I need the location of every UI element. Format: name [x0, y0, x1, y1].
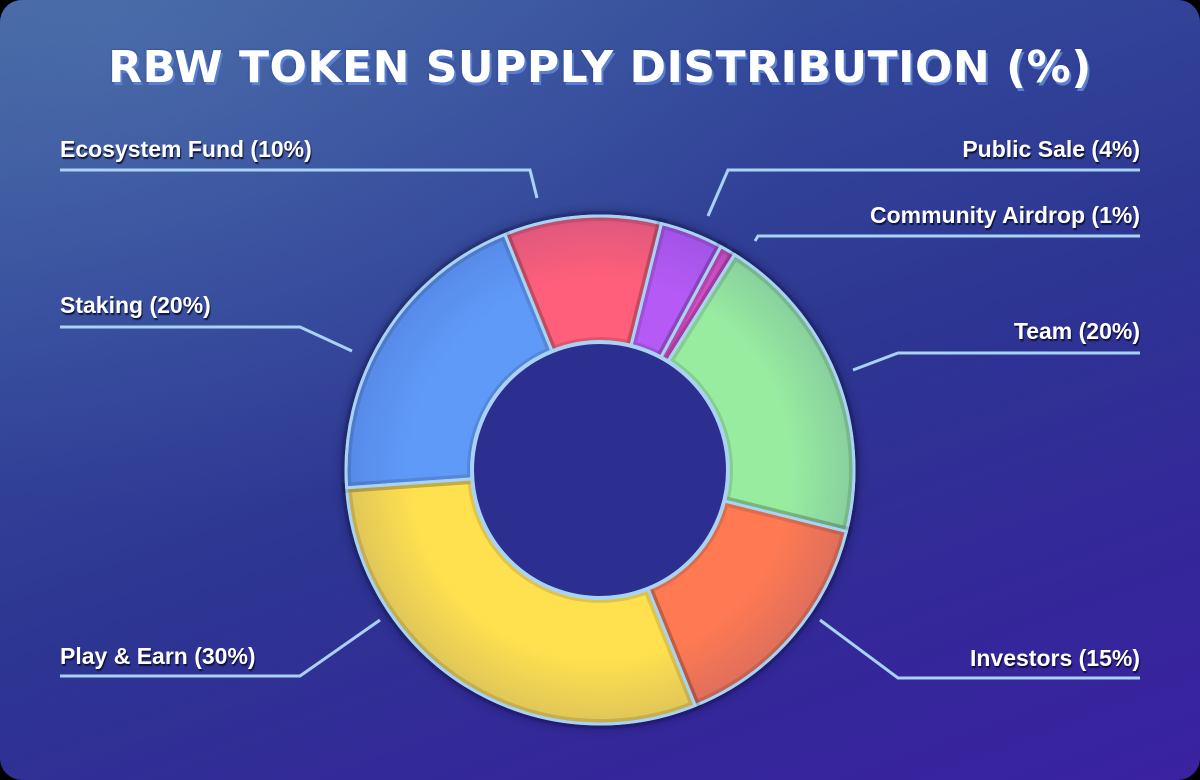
label-public-sale: Public Sale (4%) — [962, 136, 1140, 162]
label-ecosystem-fund: Ecosystem Fund (10%) — [60, 136, 312, 162]
donut-hole — [470, 340, 730, 600]
leader-community-airdrop — [753, 234, 1140, 242]
leader-play-and-earn — [60, 618, 381, 678]
donut-slices — [341, 211, 859, 729]
leader-staking — [60, 325, 353, 353]
label-investors: Investors (15%) — [969, 645, 1140, 671]
label-community-airdrop: Community Airdrop (1%) — [869, 202, 1140, 228]
leader-investors — [819, 618, 1140, 680]
leader-public-sale — [706, 168, 1140, 217]
leader-ecosystem-fund — [60, 168, 539, 199]
leader-team — [852, 351, 1140, 372]
leader-lines — [60, 168, 1140, 680]
label-staking: Staking (20%) — [60, 292, 211, 318]
chart-title: RBW TOKEN SUPPLY DISTRIBUTION (%) — [108, 42, 1092, 93]
label-play-and-earn: Play & Earn (30%) — [60, 643, 256, 669]
label-team: Team (20%) — [1013, 318, 1140, 344]
